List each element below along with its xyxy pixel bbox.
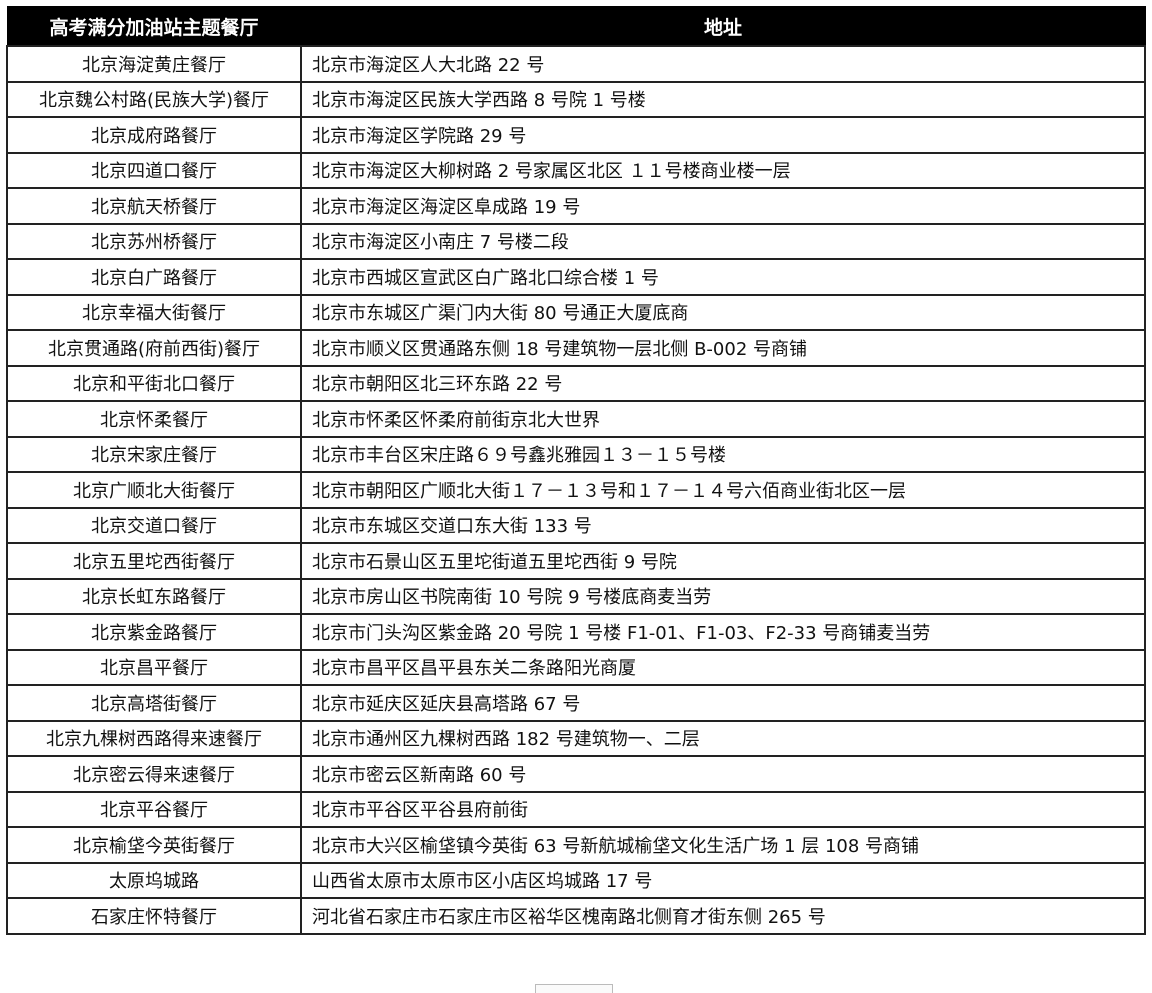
table-header-row: 高考满分加油站主题餐厅 地址 bbox=[6, 6, 1146, 47]
address-cell: 北京市延庆区延庆县高塔路 67 号 bbox=[300, 684, 1146, 722]
restaurant-name-cell: 北京白广路餐厅 bbox=[6, 258, 302, 296]
address-cell: 北京市海淀区学院路 29 号 bbox=[300, 116, 1146, 154]
restaurant-name-cell: 北京平谷餐厅 bbox=[6, 790, 302, 828]
address-cell: 北京市朝阳区广顺北大街１７－１３号和１７－１４号六佰商业街北区一层 bbox=[300, 471, 1146, 509]
restaurant-name-cell: 北京长虹东路餐厅 bbox=[6, 577, 302, 615]
address-cell: 北京市西城区宣武区白广路北口综合楼 1 号 bbox=[300, 258, 1146, 296]
table-row: 北京交道口餐厅 北京市东城区交道口东大街 133 号 bbox=[6, 506, 1146, 544]
restaurant-name-cell: 北京四道口餐厅 bbox=[6, 151, 302, 189]
table-row: 北京成府路餐厅 北京市海淀区学院路 29 号 bbox=[6, 116, 1146, 154]
table-row: 北京紫金路餐厅 北京市门头沟区紫金路 20 号院 1 号楼 F1-01、F1-03… bbox=[6, 613, 1146, 651]
table-row: 北京魏公村路(民族大学)餐厅 北京市海淀区民族大学西路 8 号院 1 号楼 bbox=[6, 80, 1146, 118]
table-row: 北京白广路餐厅 北京市西城区宣武区白广路北口综合楼 1 号 bbox=[6, 258, 1146, 296]
restaurant-name-cell: 北京怀柔餐厅 bbox=[6, 400, 302, 438]
table-row: 北京苏州桥餐厅 北京市海淀区小南庄 7 号楼二段 bbox=[6, 222, 1146, 260]
address-cell: 北京市海淀区人大北路 22 号 bbox=[300, 45, 1146, 83]
restaurant-name-cell: 北京五里坨西街餐厅 bbox=[6, 542, 302, 580]
restaurant-name-cell: 北京海淀黄庄餐厅 bbox=[6, 45, 302, 83]
table-row: 北京九棵树西路得来速餐厅 北京市通州区九棵树西路 182 号建筑物一、二层 bbox=[6, 719, 1146, 757]
restaurant-name-cell: 北京广顺北大街餐厅 bbox=[6, 471, 302, 509]
address-cell: 北京市顺义区贯通路东侧 18 号建筑物一层北侧 B-002 号商铺 bbox=[300, 329, 1146, 367]
address-cell: 北京市房山区书院南街 10 号院 9 号楼底商麦当劳 bbox=[300, 577, 1146, 615]
header-address: 地址 bbox=[300, 6, 1146, 47]
address-cell: 北京市怀柔区怀柔府前街京北大世界 bbox=[300, 400, 1146, 438]
restaurant-name-cell: 太原坞城路 bbox=[6, 861, 302, 899]
table-row: 太原坞城路 山西省太原市太原市区小店区坞城路 17 号 bbox=[6, 861, 1146, 899]
restaurant-name-cell: 北京宋家庄餐厅 bbox=[6, 435, 302, 473]
restaurant-table: 高考满分加油站主题餐厅 地址 北京海淀黄庄餐厅 北京市海淀区人大北路 22 号北京… bbox=[6, 6, 1146, 935]
address-cell: 北京市平谷区平谷县府前街 bbox=[300, 790, 1146, 828]
restaurant-name-cell: 北京航天桥餐厅 bbox=[6, 187, 302, 225]
restaurant-name-cell: 北京幸福大街餐厅 bbox=[6, 293, 302, 331]
table-row: 北京四道口餐厅 北京市海淀区大柳树路 2 号家属区北区 １１号楼商业楼一层 bbox=[6, 151, 1146, 189]
restaurant-name-cell: 石家庄怀特餐厅 bbox=[6, 897, 302, 935]
table-row: 北京航天桥餐厅 北京市海淀区海淀区阜成路 19 号 bbox=[6, 187, 1146, 225]
table-row: 北京高塔街餐厅 北京市延庆区延庆县高塔路 67 号 bbox=[6, 684, 1146, 722]
page-fragment bbox=[535, 984, 613, 993]
table-row: 北京榆垡今英街餐厅 北京市大兴区榆垡镇今英街 63 号新航城榆垡文化生活广场 1 … bbox=[6, 826, 1146, 864]
address-cell: 北京市东城区广渠门内大街 80 号通正大厦底商 bbox=[300, 293, 1146, 331]
table-row: 北京宋家庄餐厅 北京市丰台区宋庄路６９号鑫兆雅园１３－１５号楼 bbox=[6, 435, 1146, 473]
address-cell: 北京市丰台区宋庄路６９号鑫兆雅园１３－１５号楼 bbox=[300, 435, 1146, 473]
address-cell: 北京市昌平区昌平县东关二条路阳光商厦 bbox=[300, 648, 1146, 686]
restaurant-name-cell: 北京紫金路餐厅 bbox=[6, 613, 302, 651]
address-cell: 河北省石家庄市石家庄市区裕华区槐南路北侧育才街东侧 265 号 bbox=[300, 897, 1146, 935]
restaurant-name-cell: 北京密云得来速餐厅 bbox=[6, 755, 302, 793]
table-body: 北京海淀黄庄餐厅 北京市海淀区人大北路 22 号北京魏公村路(民族大学)餐厅 北京市… bbox=[6, 45, 1146, 935]
table-row: 北京五里坨西街餐厅 北京市石景山区五里坨街道五里坨西街 9 号院 bbox=[6, 542, 1146, 580]
table-row: 北京密云得来速餐厅 北京市密云区新南路 60 号 bbox=[6, 755, 1146, 793]
table-row: 北京和平街北口餐厅 北京市朝阳区北三环东路 22 号 bbox=[6, 364, 1146, 402]
table-row: 北京昌平餐厅 北京市昌平区昌平县东关二条路阳光商厦 bbox=[6, 648, 1146, 686]
restaurant-name-cell: 北京贯通路(府前西街)餐厅 bbox=[6, 329, 302, 367]
address-cell: 北京市门头沟区紫金路 20 号院 1 号楼 F1-01、F1-03、F2-33 … bbox=[300, 613, 1146, 651]
address-cell: 北京市大兴区榆垡镇今英街 63 号新航城榆垡文化生活广场 1 层 108 号商铺 bbox=[300, 826, 1146, 864]
table-row: 北京长虹东路餐厅 北京市房山区书院南街 10 号院 9 号楼底商麦当劳 bbox=[6, 577, 1146, 615]
address-cell: 北京市石景山区五里坨街道五里坨西街 9 号院 bbox=[300, 542, 1146, 580]
restaurant-name-cell: 北京成府路餐厅 bbox=[6, 116, 302, 154]
address-cell: 山西省太原市太原市区小店区坞城路 17 号 bbox=[300, 861, 1146, 899]
address-cell: 北京市海淀区海淀区阜成路 19 号 bbox=[300, 187, 1146, 225]
table-row: 北京广顺北大街餐厅 北京市朝阳区广顺北大街１７－１３号和１７－１４号六佰商业街北区… bbox=[6, 471, 1146, 509]
restaurant-name-cell: 北京和平街北口餐厅 bbox=[6, 364, 302, 402]
restaurant-name-cell: 北京交道口餐厅 bbox=[6, 506, 302, 544]
address-cell: 北京市东城区交道口东大街 133 号 bbox=[300, 506, 1146, 544]
address-cell: 北京市海淀区大柳树路 2 号家属区北区 １１号楼商业楼一层 bbox=[300, 151, 1146, 189]
address-cell: 北京市海淀区小南庄 7 号楼二段 bbox=[300, 222, 1146, 260]
table-row: 北京平谷餐厅 北京市平谷区平谷县府前街 bbox=[6, 790, 1146, 828]
restaurant-name-cell: 北京苏州桥餐厅 bbox=[6, 222, 302, 260]
table-row: 北京怀柔餐厅 北京市怀柔区怀柔府前街京北大世界 bbox=[6, 400, 1146, 438]
restaurant-name-cell: 北京高塔街餐厅 bbox=[6, 684, 302, 722]
address-cell: 北京市密云区新南路 60 号 bbox=[300, 755, 1146, 793]
table-row: 北京海淀黄庄餐厅 北京市海淀区人大北路 22 号 bbox=[6, 45, 1146, 83]
address-cell: 北京市朝阳区北三环东路 22 号 bbox=[300, 364, 1146, 402]
table-row: 石家庄怀特餐厅 河北省石家庄市石家庄市区裕华区槐南路北侧育才街东侧 265 号 bbox=[6, 897, 1146, 935]
address-cell: 北京市海淀区民族大学西路 8 号院 1 号楼 bbox=[300, 80, 1146, 118]
table-row: 北京贯通路(府前西街)餐厅 北京市顺义区贯通路东侧 18 号建筑物一层北侧 B-0… bbox=[6, 329, 1146, 367]
restaurant-name-cell: 北京魏公村路(民族大学)餐厅 bbox=[6, 80, 302, 118]
table-row: 北京幸福大街餐厅 北京市东城区广渠门内大街 80 号通正大厦底商 bbox=[6, 293, 1146, 331]
restaurant-name-cell: 北京昌平餐厅 bbox=[6, 648, 302, 686]
header-restaurant-name: 高考满分加油站主题餐厅 bbox=[6, 6, 302, 47]
restaurant-name-cell: 北京九棵树西路得来速餐厅 bbox=[6, 719, 302, 757]
restaurant-name-cell: 北京榆垡今英街餐厅 bbox=[6, 826, 302, 864]
address-cell: 北京市通州区九棵树西路 182 号建筑物一、二层 bbox=[300, 719, 1146, 757]
